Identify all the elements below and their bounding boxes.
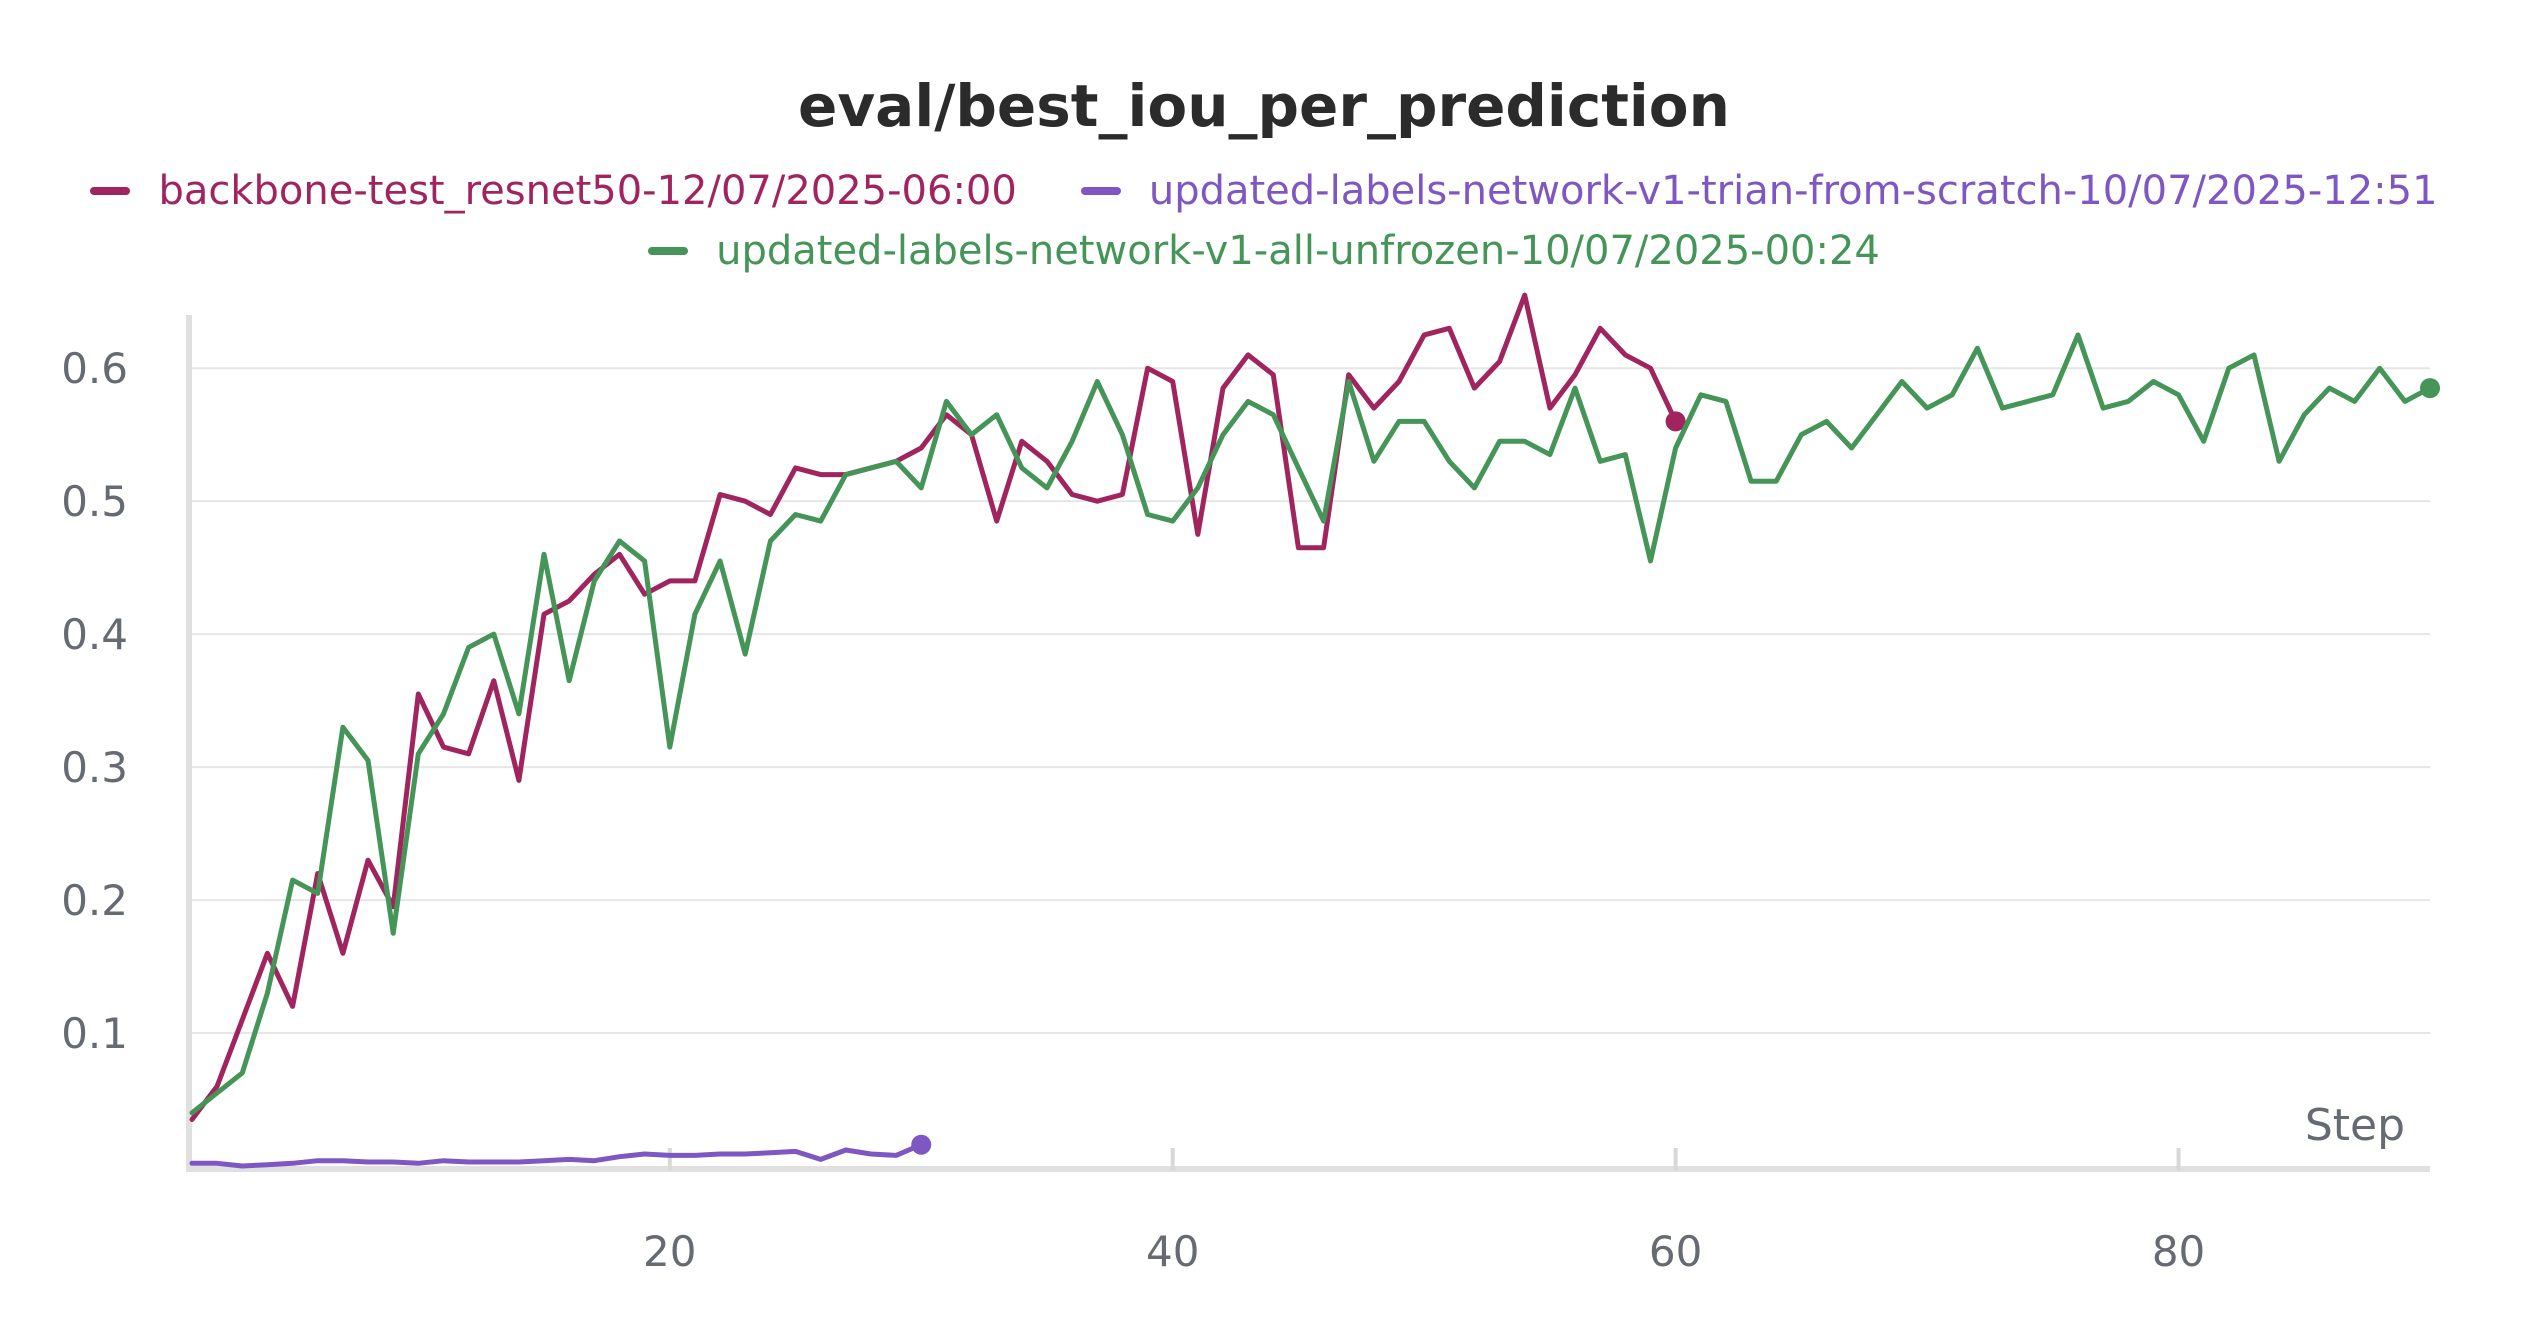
x-tick-label: 20: [643, 1227, 696, 1276]
x-tick-label: 80: [2152, 1227, 2205, 1276]
y-tick-label: 0.1: [61, 1009, 128, 1058]
legend-swatch-all-unfrozen: [648, 247, 689, 255]
series-line-2: [189, 1142, 924, 1169]
series-endpoint-3: [2420, 378, 2440, 399]
legend-label-backbone-resnet50: backbone-test_resnet50-12/07/2025-06:00: [158, 168, 1017, 214]
x-tick-label: 40: [1146, 1227, 1199, 1276]
series-endpoint-1: [1665, 411, 1686, 432]
legend-swatch-backbone-resnet50: [90, 187, 131, 195]
grid: [192, 367, 2430, 1035]
series-endpoint-2: [911, 1134, 932, 1155]
series-line-3: [189, 332, 2433, 1116]
legend-label-all-unfrozen: updated-labels-network-v1-all-unfrozen-1…: [716, 228, 1880, 274]
axes: 0.1 0.2 0.3 0.4 0.5 0.6 20 40 60 80: [61, 315, 2430, 1276]
legend-item-all-unfrozen[interactable]: updated-labels-network-v1-all-unfrozen-1…: [648, 228, 1880, 274]
y-tick-label: 0.4: [61, 610, 128, 659]
legend-label-trian-from-scratch: updated-labels-network-v1-trian-from-scr…: [1148, 168, 2438, 214]
legend-item-trian-from-scratch[interactable]: updated-labels-network-v1-trian-from-scr…: [1080, 168, 2438, 214]
y-tick-label: 0.3: [61, 743, 128, 792]
x-axis-title: Step: [2305, 1100, 2405, 1151]
y-tick-label: 0.5: [61, 477, 128, 526]
y-tick-label: 0.6: [61, 344, 128, 393]
legend-item-backbone-resnet50[interactable]: backbone-test_resnet50-12/07/2025-06:00: [90, 168, 1017, 214]
x-tick-label: 60: [1649, 1227, 1702, 1276]
legend-swatch-trian-from-scratch: [1080, 187, 1121, 195]
legend-row: updated-labels-network-v1-all-unfrozen-1…: [0, 228, 2528, 274]
series-line-1: [189, 292, 1679, 1122]
y-tick-label: 0.2: [61, 876, 128, 925]
series-lines: [189, 292, 2440, 1169]
legend-row: backbone-test_resnet50-12/07/2025-06:00 …: [0, 168, 2528, 214]
chart-title: eval/best_iou_per_prediction: [798, 72, 1730, 140]
